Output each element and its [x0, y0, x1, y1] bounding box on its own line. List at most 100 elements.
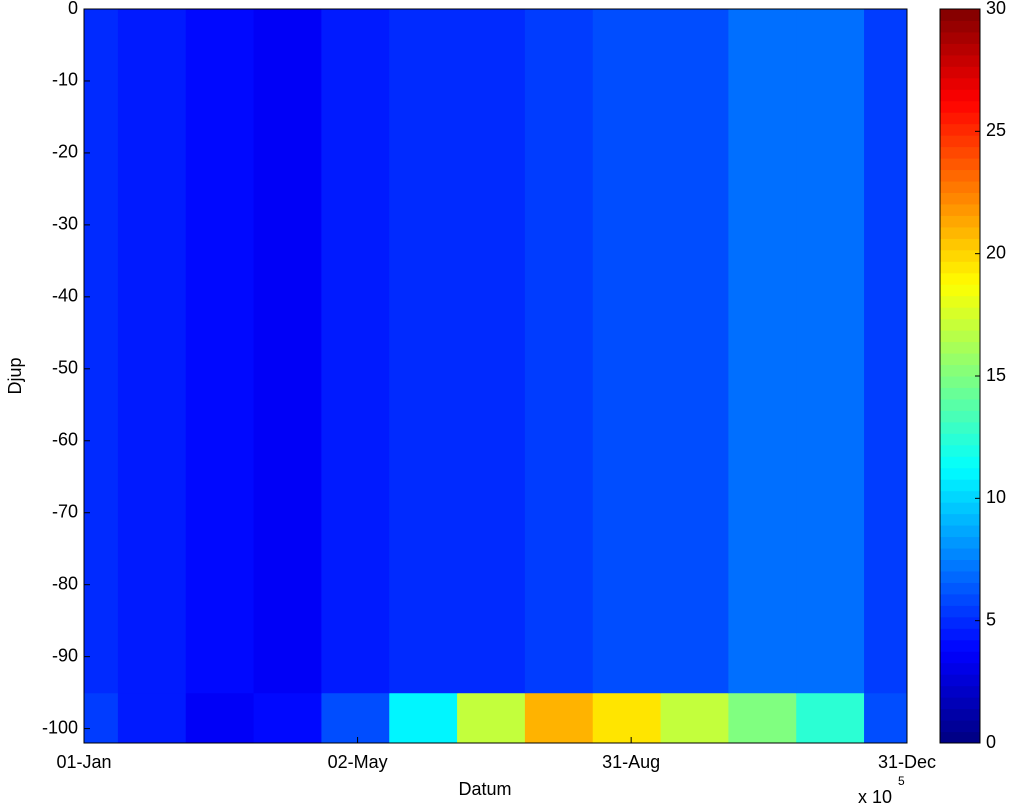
- colorbar-swatch: [940, 433, 980, 446]
- x-tick-label: 31-Aug: [602, 752, 660, 772]
- x-tick-label: 01-Jan: [56, 752, 111, 772]
- colorbar-swatch: [940, 100, 980, 113]
- y-tick-label: 0: [68, 0, 78, 18]
- heat-cell: [660, 9, 729, 694]
- colorbar-swatch: [940, 89, 980, 102]
- x-axis-label: Datum: [458, 779, 511, 799]
- colorbar-tick-label: 20: [986, 242, 1006, 262]
- colorbar-swatch: [940, 158, 980, 171]
- colorbar-swatch: [940, 364, 980, 377]
- x-tick-label: 02-May: [328, 752, 388, 772]
- colorbar-swatch: [940, 261, 980, 274]
- colorbar-tick-label: 15: [986, 365, 1006, 385]
- colorbar-swatch: [940, 192, 980, 205]
- colorbar-swatch: [940, 226, 980, 239]
- colorbar-swatch: [940, 318, 980, 331]
- colorbar-tick-label: 5: [986, 609, 996, 629]
- y-tick-label: -30: [52, 214, 78, 234]
- colorbar-swatch: [940, 31, 980, 44]
- colorbar-swatch: [940, 77, 980, 90]
- y-tick-label: -20: [52, 142, 78, 162]
- y-tick-label: -100: [42, 717, 78, 737]
- x-exponent-base: x 10: [858, 787, 892, 807]
- colorbar-swatch: [940, 525, 980, 538]
- colorbar-swatch: [940, 112, 980, 125]
- colorbar-swatch: [940, 467, 980, 480]
- colorbar-swatch: [940, 353, 980, 366]
- y-axis-label: Djup: [5, 357, 25, 394]
- colorbar-swatch: [940, 513, 980, 526]
- colorbar-swatch: [940, 272, 980, 285]
- colorbar-swatch: [940, 662, 980, 675]
- colorbar-swatch: [940, 330, 980, 343]
- colorbar-swatch: [940, 169, 980, 182]
- colorbar-swatch: [940, 181, 980, 193]
- heat-cell: [185, 9, 255, 694]
- heat-cell: [389, 9, 458, 694]
- colorbar-swatch: [940, 456, 980, 469]
- heat-cell: [457, 9, 526, 694]
- colorbar-tick-label: 25: [986, 120, 1006, 140]
- colorbar-swatch: [940, 697, 980, 710]
- colorbar-tick-label: 0: [986, 732, 996, 752]
- colorbar-swatch: [940, 410, 980, 423]
- colorbar-swatch: [940, 582, 980, 595]
- colorbar-swatch: [940, 708, 980, 721]
- heat-cell: [864, 9, 908, 694]
- heat-cell: [796, 9, 865, 694]
- y-tick-label: -80: [52, 573, 78, 593]
- heat-cell: [84, 9, 119, 694]
- y-tick-label: -60: [52, 430, 78, 450]
- colorbar-swatch: [940, 720, 980, 733]
- colorbar-swatch: [940, 43, 980, 56]
- heat-cell: [253, 9, 322, 694]
- colorbar-swatch: [940, 651, 980, 664]
- y-tick-label: -40: [52, 286, 78, 306]
- y-tick-label: -50: [52, 358, 78, 378]
- colorbar-swatch: [940, 628, 980, 641]
- colorbar-swatch: [940, 444, 980, 457]
- colorbar-swatch: [940, 536, 980, 549]
- colorbar-swatch: [940, 376, 980, 388]
- colorbar-swatch: [940, 284, 980, 297]
- plot-frame: [83, 8, 908, 744]
- colorbar-swatch: [940, 146, 980, 159]
- heat-cell: [321, 9, 390, 694]
- colorbar-swatch: [940, 731, 980, 744]
- colorbar-swatch: [940, 593, 980, 606]
- y-tick-label: -70: [52, 501, 78, 521]
- colorbar-swatch: [940, 135, 980, 148]
- colorbar-swatch: [940, 398, 980, 411]
- x-tick-label: 31-Dec: [878, 752, 936, 772]
- heat-cell: [592, 9, 662, 694]
- colorbar-swatch: [940, 502, 980, 515]
- x-exponent: 5: [898, 774, 905, 788]
- colorbar-tick-label: 30: [986, 0, 1006, 18]
- colorbar-swatch: [940, 20, 980, 33]
- colorbar-swatch: [940, 490, 980, 503]
- colorbar-swatch: [940, 639, 980, 652]
- colorbar-swatch: [940, 54, 980, 67]
- colorbar-tick-label: 10: [986, 487, 1006, 507]
- colorbar-swatch: [940, 421, 980, 434]
- colorbar-swatch: [940, 66, 980, 79]
- colorbar-swatch: [940, 616, 980, 629]
- colorbar-swatch: [940, 307, 980, 320]
- colorbar-swatch: [940, 215, 980, 228]
- colorbar-swatch: [940, 605, 980, 618]
- colorbar-swatch: [940, 570, 980, 583]
- colorbar-swatch: [940, 387, 980, 400]
- colorbar-swatch: [940, 238, 980, 251]
- colorbar-swatch: [940, 203, 980, 216]
- colorbar-swatch: [940, 123, 980, 136]
- y-tick-label: -10: [52, 70, 78, 90]
- colorbar-swatch: [940, 249, 980, 262]
- heat-cell: [117, 9, 187, 694]
- colorbar-swatch: [940, 674, 980, 687]
- colorbar-swatch: [940, 295, 980, 308]
- colorbar-swatch: [940, 548, 980, 560]
- heat-cell: [524, 9, 594, 694]
- colorbar-swatch: [940, 9, 980, 21]
- colorbar-swatch: [940, 559, 980, 572]
